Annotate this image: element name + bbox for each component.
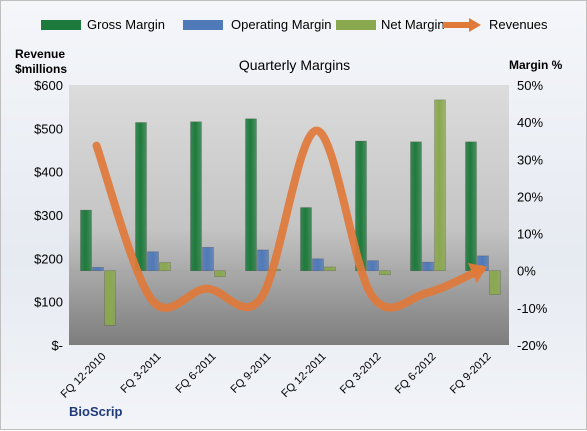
left-axis-title: Revenue $millions	[15, 47, 67, 77]
right-axis-title: Margin %	[509, 58, 563, 72]
revenue-line-arrowhead	[467, 263, 488, 284]
legend-label-operating-margin: Operating Margin	[231, 17, 332, 32]
right-axis-tick-label: 10%	[517, 227, 543, 242]
category-label: FQ 6-2012	[393, 351, 439, 397]
left-axis-tick-label: $300	[34, 208, 63, 223]
right-axis-tick-label: 20%	[517, 189, 543, 204]
bar-gross-margin-0	[80, 209, 92, 272]
brand-label: BioScrip	[69, 404, 123, 419]
category-label: FQ 9-2012	[448, 351, 494, 397]
legend-swatch-operating-margin	[183, 20, 223, 30]
bar-operating-margin-2	[202, 247, 214, 272]
left-axis-tick-label: $600	[34, 78, 63, 93]
bar-net-margin-7	[489, 270, 501, 295]
bar-net-margin-0	[104, 270, 116, 326]
bar-gross-margin-4	[300, 207, 312, 272]
right-axis-tick-label: 50%	[517, 78, 543, 93]
left-axis-title-line2: $millions	[15, 62, 68, 76]
left-axis-title-line1: Revenue	[15, 47, 66, 61]
category-label: FQ 12-2010	[59, 351, 109, 401]
bar-operating-margin-1	[147, 251, 159, 272]
bar-gross-margin-2	[190, 121, 202, 272]
bar-operating-margin-0	[92, 267, 104, 272]
left-axis-tick-label: $200	[34, 251, 63, 266]
left-axis-tick-label: $400	[34, 165, 63, 180]
right-axis-tick-label: -20%	[517, 338, 548, 353]
zero-baseline	[69, 269, 509, 273]
right-axis-tick-label: -10%	[517, 301, 548, 316]
bar-operating-margin-3	[257, 249, 269, 272]
category-label: FQ 6-2011	[174, 351, 219, 396]
bar-operating-margin-6	[422, 261, 434, 272]
legend-label-gross-margin: Gross Margin	[87, 17, 166, 32]
bar-gross-margin-3	[245, 118, 257, 272]
revenue-line	[92, 126, 486, 312]
chart-title: Quarterly Margins	[238, 57, 351, 73]
bar-gross-margin-1	[135, 122, 147, 272]
right-axis-tick-label: 0%	[517, 264, 536, 279]
category-label: FQ 12-2011	[279, 351, 328, 400]
left-axis-tick-label: $100	[34, 295, 63, 310]
bar-operating-margin-4	[312, 258, 324, 272]
category-label: FQ 9-2011	[229, 351, 274, 396]
legend-label-revenues: Revenues	[489, 17, 548, 32]
bar-net-margin-4	[324, 266, 336, 272]
category-label: FQ 3-2011	[119, 351, 164, 396]
right-axis-tick-label: 40%	[517, 115, 543, 130]
bar-gross-margin-7	[465, 141, 477, 272]
legend-label-net-margin: Net Margin	[381, 17, 445, 32]
bar-net-margin-2	[214, 270, 226, 277]
legend-swatch-revenues	[443, 18, 481, 32]
legend-swatch-gross-margin	[41, 20, 81, 30]
bar-gross-margin-6	[410, 141, 422, 272]
bar-net-margin-6	[434, 99, 446, 272]
left-axis-tick-label: $500	[34, 121, 63, 136]
right-axis-tick-label: 30%	[517, 152, 543, 167]
legend-swatch-net-margin	[336, 20, 376, 30]
bar-net-margin-5	[379, 270, 391, 276]
bar-net-margin-1	[159, 262, 171, 272]
category-label: FQ 3-2012	[338, 351, 384, 397]
legend: Gross Margin Operating Margin Net Margin…	[1, 1, 587, 32]
bar-operating-margin-5	[367, 260, 379, 272]
left-axis-tick-label: $-	[51, 338, 63, 353]
